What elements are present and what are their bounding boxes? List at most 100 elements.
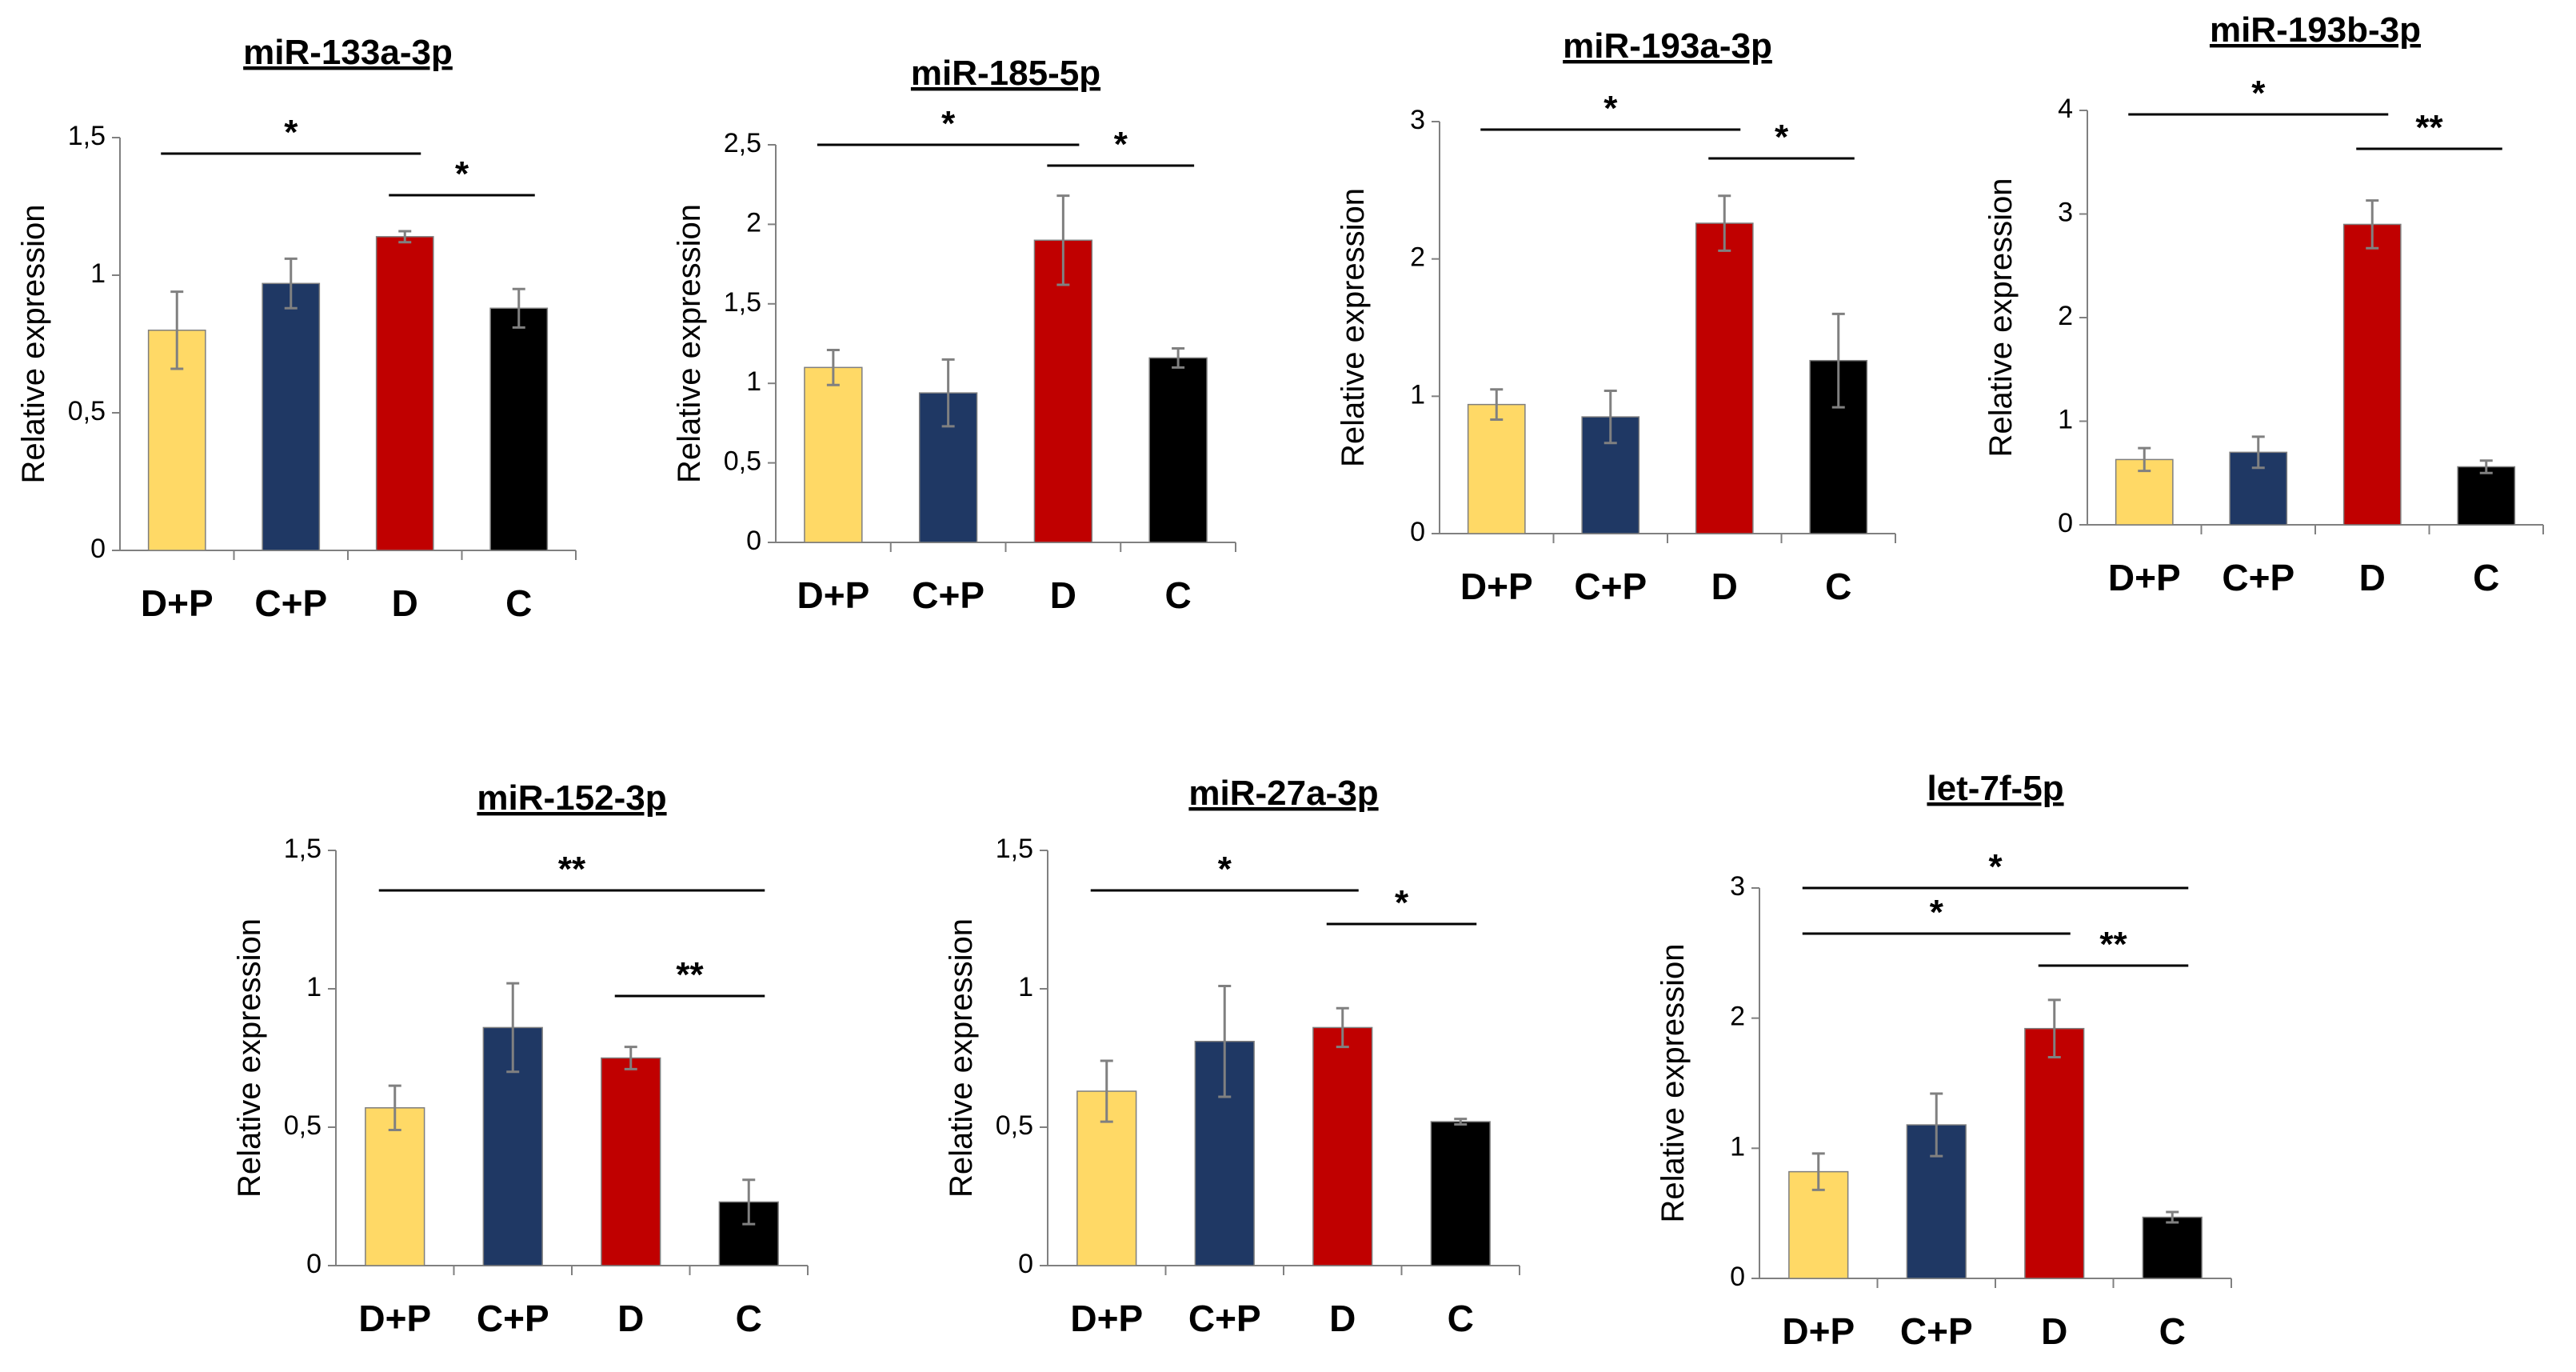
- bar-d: [1312, 1026, 1373, 1266]
- chart-panel: miR-152-3p Relative expression 0 0,5 1 1,5 D+P…: [232, 778, 809, 1339]
- y-tick-label: 0: [746, 526, 761, 556]
- y-tick-label: 2,5: [724, 128, 761, 158]
- significance-marker: **: [676, 955, 704, 994]
- y-axis-label: Relative expression: [944, 918, 979, 1198]
- significance-marker: **: [2099, 925, 2127, 964]
- significance-marker: *: [1604, 89, 1618, 128]
- x-tick-label: D+P: [358, 1298, 431, 1339]
- significance-marker: *: [455, 154, 469, 194]
- bar-d: [375, 236, 434, 551]
- x-tick-label: D: [1329, 1298, 1356, 1339]
- x-tick-label: C+P: [2222, 557, 2294, 598]
- y-tick-label: 0: [1730, 1262, 1745, 1292]
- bar-d: [601, 1057, 661, 1266]
- chart-title: miR-193a-3p: [1563, 26, 1772, 66]
- x-tick-label: C: [736, 1298, 762, 1339]
- y-tick-label: 3: [1410, 105, 1425, 135]
- chart-title: miR-193b-3p: [2210, 10, 2421, 50]
- significance-marker: **: [558, 850, 586, 889]
- x-tick-label: C: [2473, 557, 2499, 598]
- y-tick-label: 1: [2058, 404, 2073, 434]
- bar-d-plus-p: [365, 1107, 425, 1266]
- bar-c-plus-p: [262, 282, 321, 551]
- y-tick-label: 0: [306, 1249, 322, 1279]
- y-tick-label: 1: [90, 258, 106, 289]
- y-tick-label: 1,5: [284, 834, 322, 864]
- bar-c: [2457, 466, 2516, 526]
- y-tick-label: 2: [1410, 242, 1425, 273]
- significance-marker: **: [2415, 108, 2443, 147]
- x-tick-label: D+P: [1782, 1310, 1855, 1352]
- x-tick-label: D+P: [141, 582, 214, 624]
- chart-panel: miR-27a-3p Relative expression 0 0,5 1 1,5 D+P…: [944, 774, 1520, 1339]
- x-tick-label: C: [1165, 574, 1192, 616]
- x-tick-label: D: [1050, 574, 1076, 616]
- y-tick-label: 3: [1730, 871, 1745, 902]
- chart-panel: miR-133a-3p Relative expression 0 0,5 1 1,5 D+…: [16, 33, 577, 624]
- chart-title: let-7f-5p: [1927, 769, 2063, 808]
- y-tick-label: 0,5: [284, 1110, 322, 1141]
- bar-d-plus-p: [1467, 403, 1526, 534]
- x-tick-label: D+P: [1460, 566, 1533, 607]
- y-tick-label: 2: [1730, 1002, 1745, 1032]
- bar-c: [1148, 357, 1208, 543]
- y-tick-label: 1: [746, 366, 761, 397]
- y-axis-label: Relative expression: [1655, 943, 1691, 1222]
- y-tick-label: 0: [90, 534, 106, 564]
- x-tick-label: D: [2041, 1310, 2067, 1352]
- chart-title: miR-185-5p: [911, 54, 1100, 93]
- significance-marker: *: [1114, 125, 1128, 164]
- y-axis-label: Relative expression: [672, 204, 707, 483]
- x-tick-label: D: [1711, 566, 1738, 607]
- significance-marker: *: [284, 113, 298, 152]
- y-tick-label: 1: [1018, 972, 1033, 1002]
- x-tick-label: D+P: [797, 574, 869, 616]
- chart-panel: miR-193a-3p Relative expression 0 1 2 3 D+P C+P…: [1336, 26, 1896, 607]
- bar-d: [1695, 222, 1754, 534]
- x-tick-label: D: [392, 582, 418, 624]
- y-tick-label: 2: [2058, 301, 2073, 331]
- y-tick-label: 1,5: [996, 834, 1033, 864]
- y-tick-label: 0: [1410, 517, 1425, 547]
- y-tick-label: 0,5: [724, 446, 761, 477]
- chart-title: miR-27a-3p: [1188, 774, 1378, 813]
- y-tick-label: 2: [746, 207, 761, 238]
- chart-title: miR-133a-3p: [243, 33, 453, 72]
- y-tick-label: 1: [1730, 1131, 1745, 1162]
- bar-d: [1033, 239, 1093, 543]
- bar-d-plus-p: [2115, 458, 2174, 526]
- x-tick-label: D+P: [2108, 557, 2181, 598]
- y-tick-label: 1,5: [68, 121, 106, 151]
- y-axis-label: Relative expression: [1336, 188, 1371, 467]
- significance-marker: *: [941, 104, 956, 143]
- y-axis-label: Relative expression: [232, 918, 267, 1198]
- chart-panel: miR-185-5p Relative expression 0 0,5 1 1,5 2 2,…: [672, 54, 1236, 616]
- x-tick-label: C+P: [1188, 1298, 1261, 1339]
- x-tick-label: C: [505, 582, 532, 624]
- x-tick-label: D+P: [1070, 1298, 1143, 1339]
- chart-title: miR-152-3p: [477, 778, 666, 818]
- significance-marker: *: [1395, 883, 1409, 922]
- y-tick-label: 0,5: [996, 1110, 1033, 1141]
- y-axis-label: Relative expression: [1983, 178, 2019, 457]
- x-tick-label: C+P: [1574, 566, 1647, 607]
- x-tick-label: C+P: [254, 582, 327, 624]
- x-tick-label: C: [1825, 566, 1851, 607]
- y-tick-label: 3: [2058, 197, 2073, 227]
- chart-panel: miR-193b-3p Relative expression 0 1 2 3 4 D+P C+…: [1983, 10, 2544, 598]
- x-tick-label: C+P: [477, 1298, 549, 1339]
- x-tick-label: C+P: [912, 574, 984, 616]
- bar-d: [2024, 1027, 2085, 1279]
- y-tick-label: 0: [1018, 1249, 1033, 1279]
- bar-c: [2142, 1216, 2203, 1279]
- y-tick-label: 0,5: [68, 396, 106, 426]
- bar-c: [1430, 1121, 1491, 1266]
- x-tick-label: C+P: [1900, 1310, 1973, 1352]
- significance-marker: *: [1218, 850, 1232, 889]
- y-tick-label: 0: [2058, 508, 2073, 538]
- y-tick-label: 1,5: [724, 287, 761, 318]
- bar-c: [489, 307, 549, 551]
- x-tick-label: C: [2159, 1310, 2186, 1352]
- significance-marker: *: [1930, 893, 1944, 932]
